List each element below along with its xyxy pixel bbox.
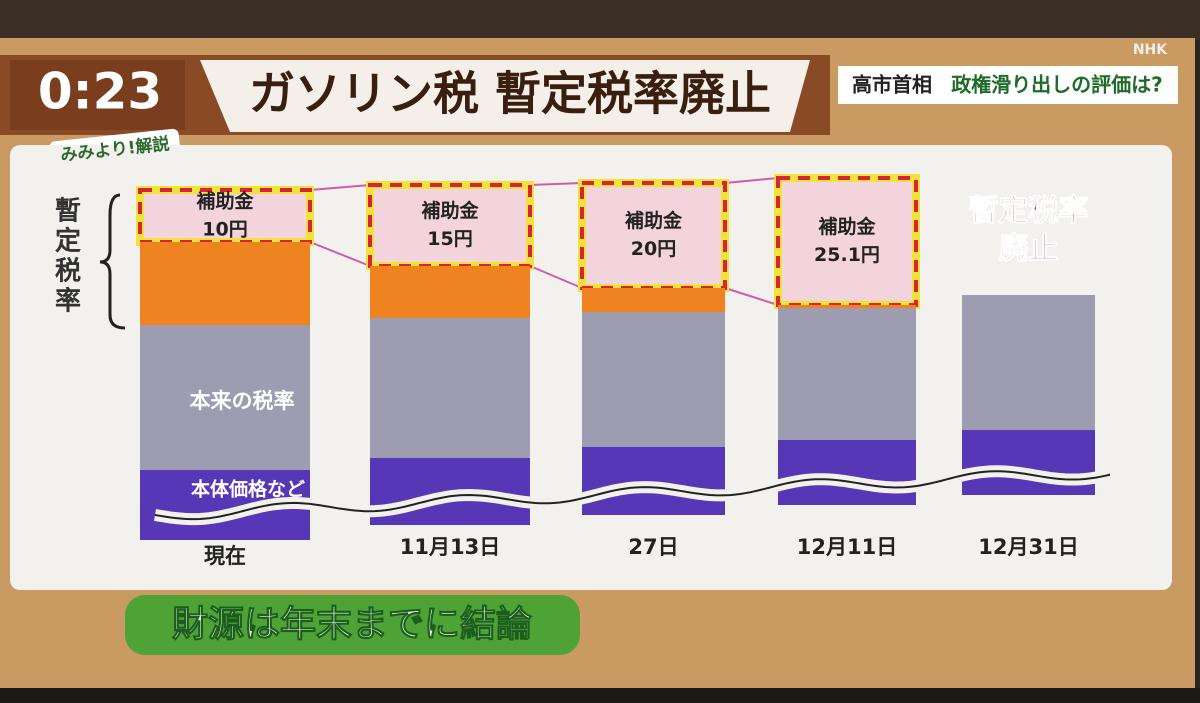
subsidy-box (578, 179, 729, 292)
provisional-tax (778, 305, 916, 308)
connector (724, 177, 779, 184)
subsidy-amount: 10円 (202, 219, 247, 241)
logo: NHK (1133, 42, 1168, 58)
date-label: 27日 (628, 535, 678, 559)
base-tax (140, 325, 310, 470)
subsidy-box (366, 181, 534, 270)
tv-bezel (0, 688, 1200, 703)
provisional-tax (582, 288, 725, 312)
base-tax (582, 312, 725, 447)
headline: ガソリン税 暫定税率廃止 (249, 67, 771, 121)
subsidy-box-border (580, 181, 727, 290)
subsidy-amount: 15円 (427, 228, 472, 250)
base-price (582, 447, 725, 515)
headline-box (200, 60, 810, 132)
base-tax (370, 318, 530, 458)
connector (529, 265, 583, 289)
base-tax (962, 295, 1095, 430)
clock-box (10, 60, 185, 130)
date-label: 12月31日 (978, 535, 1078, 559)
subsidy-label: 補助金 (420, 199, 479, 222)
date-label: 11月13日 (400, 535, 500, 559)
bracket-label: 暫 (55, 197, 81, 227)
room-top (0, 0, 1200, 40)
segment-label: 本来の税率 (190, 389, 295, 413)
topic-prefix: 高市首相 (852, 73, 932, 97)
bracket (99, 193, 126, 330)
topic-text: 政権滑り出しの評価は? (951, 73, 1163, 97)
bracket-label: 税 (55, 257, 81, 287)
caption: 財源は年末までに結論 (172, 604, 532, 645)
connector (309, 241, 371, 267)
date-label: 12月11日 (797, 535, 897, 559)
abolition-note: 廃止 (999, 232, 1059, 267)
bracket-label: 定 (55, 226, 81, 257)
subsidy-label: 補助金 (817, 215, 876, 238)
clock: 0:23 (38, 63, 162, 121)
subsidy-box-border (776, 176, 918, 307)
provisional-tax (370, 266, 530, 318)
base-price (778, 440, 916, 505)
break-line (154, 470, 1111, 521)
subsidy-amount: 20円 (631, 238, 676, 260)
provisional-tax (140, 242, 310, 325)
date-label: 現在 (204, 544, 246, 568)
bracket-label: 率 (55, 286, 81, 317)
segment-label: 本体価格など (191, 478, 305, 501)
connector (529, 182, 583, 186)
connector (309, 184, 371, 191)
base-tax (778, 308, 916, 440)
subsidy-label: 補助金 (195, 190, 254, 213)
subsidy-box (774, 174, 920, 309)
subsidy-amount: 25.1円 (814, 244, 880, 266)
subsidy-label: 補助金 (624, 209, 683, 232)
abolition-note: 暫定税率 (969, 194, 1089, 229)
caption-box (125, 595, 580, 655)
connector (724, 287, 779, 306)
stages: 暫定税率補助金10円現在補助金15円11月13日補助金20円27日補助金25.1… (55, 174, 1112, 568)
topic-box (838, 66, 1178, 104)
